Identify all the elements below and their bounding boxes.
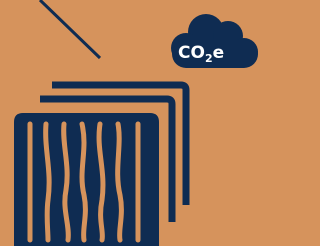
cloud-label: CO2e (178, 43, 224, 65)
illustration: CO2e (0, 0, 265, 246)
label-suffix: e (213, 43, 225, 63)
label-main: CO (178, 43, 205, 63)
label-sub: 2 (205, 52, 213, 65)
page: CO2e (() => { const data = JSON.parse(do… (0, 0, 320, 246)
